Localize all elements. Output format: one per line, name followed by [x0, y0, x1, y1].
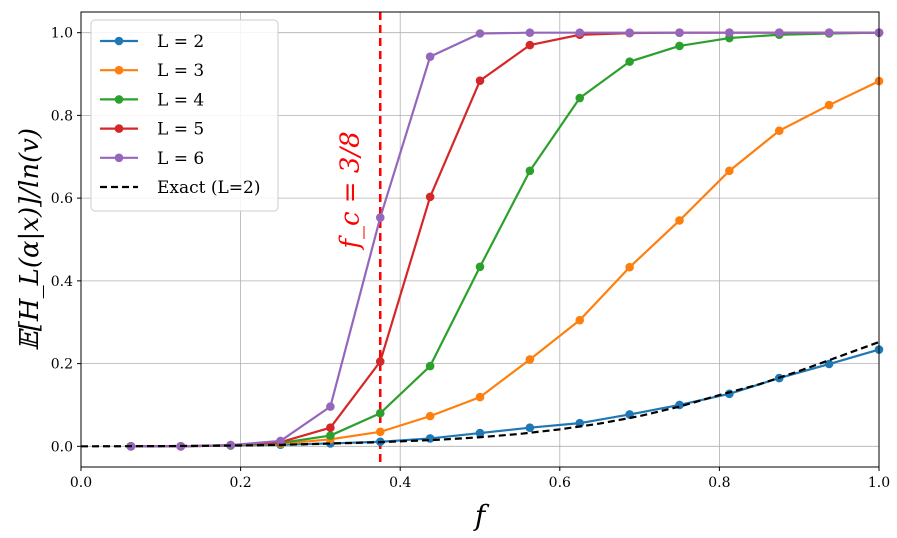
data-point [475, 392, 485, 402]
data-point [375, 357, 385, 366]
y-tick-label: 0.2 [51, 357, 73, 373]
data-point [425, 361, 435, 371]
legend-label: Exact (L=2) [157, 178, 261, 198]
y-tick-label: 0.4 [51, 274, 73, 290]
data-point [824, 100, 834, 110]
x-tick-label: 1.0 [868, 475, 890, 491]
data-point [725, 166, 734, 176]
x-tick-label: 0.0 [70, 475, 92, 491]
data-point [675, 41, 684, 51]
data-point [525, 28, 535, 37]
data-point [525, 355, 535, 364]
legend-marker [114, 124, 124, 133]
legend-label: L = 3 [157, 61, 204, 81]
y-tick-label: 0.6 [51, 191, 73, 207]
y-tick-label: 1.0 [51, 26, 73, 42]
legend-label: L = 5 [157, 120, 204, 140]
x-tick-label: 0.2 [229, 475, 251, 491]
legend: L = 2 L = 3 L = 4 L = 5 L = 6 Exact (L=2) [90, 19, 279, 212]
data-point [425, 192, 435, 202]
legend-label: L = 6 [157, 149, 204, 169]
legend-box [90, 19, 279, 212]
data-point [625, 28, 634, 37]
ticks: 0.0 0.2 0.4 0.6 0.8 1.0 0.0 0.2 0.4 0.6 0.8 1.0 [51, 26, 890, 491]
legend-label: L = 2 [157, 32, 204, 52]
data-point [326, 423, 335, 433]
data-point [625, 57, 634, 66]
series-group [80, 28, 884, 451]
data-point [475, 428, 485, 438]
data-point [375, 213, 385, 222]
x-tick-label: 0.8 [708, 475, 730, 491]
series-line [130, 348, 880, 448]
data-point [475, 76, 485, 85]
data-point [475, 29, 485, 38]
critical-line-group: f_c = 3/8 [335, 12, 382, 467]
data-point [425, 411, 435, 421]
data-point [625, 262, 634, 272]
data-point [276, 436, 285, 446]
legend-marker [114, 65, 124, 75]
data-point [675, 28, 684, 37]
y-axis-label-text: 𝔼[H_L(α|x)]/ln(v) [15, 128, 45, 351]
y-axis-label: 𝔼[H_L(α|x)]/ln(v) [15, 128, 45, 351]
legend-marker [114, 95, 124, 104]
data-point [525, 40, 535, 50]
data-point [525, 423, 535, 433]
series-line [130, 31, 879, 448]
data-point [575, 315, 585, 325]
x-tick-label: 0.4 [389, 475, 411, 491]
data-point [575, 93, 585, 103]
data-point [774, 126, 784, 136]
data-point [725, 28, 734, 37]
data-point [525, 166, 535, 176]
data-point [326, 431, 335, 440]
legend-marker [114, 36, 124, 46]
critical-line-label: f_c = 3/8 [335, 131, 365, 250]
data-point [326, 402, 335, 411]
plot-frame [80, 11, 880, 468]
x-tick-label: 0.6 [549, 475, 571, 491]
x-axis-label: f [473, 499, 490, 532]
data-point [824, 28, 834, 37]
data-point [475, 262, 485, 272]
data-point [375, 408, 385, 418]
y-tick-label: 0.8 [51, 108, 73, 124]
y-tick-label: 0.0 [51, 439, 73, 455]
exact-line [80, 341, 880, 448]
data-point [675, 216, 684, 225]
legend-marker [114, 153, 124, 163]
data-point [425, 52, 435, 61]
data-point [575, 28, 585, 37]
legend-label: L = 4 [157, 90, 204, 110]
data-point [824, 359, 834, 369]
data-point [425, 434, 435, 443]
data-point [375, 427, 385, 437]
data-point [774, 28, 784, 37]
